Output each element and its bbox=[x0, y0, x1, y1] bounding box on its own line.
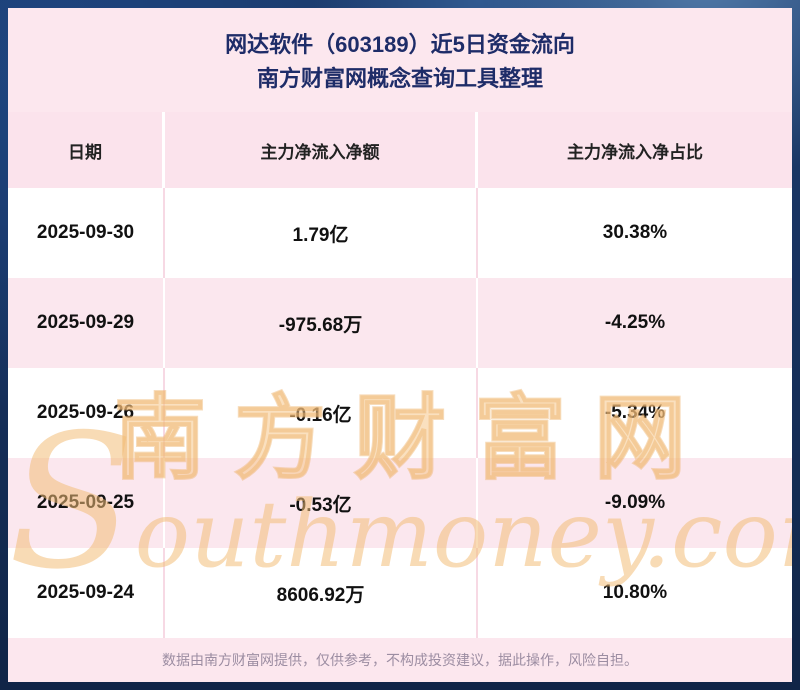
amount-cell: 8606.92万 bbox=[165, 548, 478, 638]
table-row: 2025-09-24 8606.92万 10.80% bbox=[8, 548, 792, 638]
column-header-net-inflow-ratio: 主力净流入净占比 bbox=[478, 112, 792, 188]
amount-cell: -0.16亿 bbox=[165, 368, 478, 458]
ratio-cell: -5.34% bbox=[478, 368, 792, 458]
amount-cell: 1.79亿 bbox=[165, 188, 478, 278]
title-block: 网达软件（603189）近5日资金流向 南方财富网概念查询工具整理 bbox=[8, 8, 792, 96]
date-cell: 2025-09-25 bbox=[8, 458, 165, 548]
table-row: 2025-09-25 -0.53亿 -9.09% bbox=[8, 458, 792, 548]
amount-cell: -0.53亿 bbox=[165, 458, 478, 548]
table-row: 2025-09-30 1.79亿 30.38% bbox=[8, 188, 792, 278]
date-cell: 2025-09-30 bbox=[8, 188, 165, 278]
table-header-row: 日期 主力净流入净额 主力净流入净占比 bbox=[8, 112, 792, 188]
fund-flow-table: 日期 主力净流入净额 主力净流入净占比 2025-09-30 1.79亿 30.… bbox=[8, 112, 792, 638]
ratio-cell: -9.09% bbox=[478, 458, 792, 548]
column-header-date: 日期 bbox=[8, 112, 165, 188]
date-cell: 2025-09-24 bbox=[8, 548, 165, 638]
page-subtitle: 南方财富网概念查询工具整理 bbox=[256, 66, 543, 91]
date-cell: 2025-09-29 bbox=[8, 278, 165, 368]
table-row: 2025-09-29 -975.68万 -4.25% bbox=[8, 278, 792, 368]
page-title: 网达软件（603189）近5日资金流向 bbox=[225, 32, 575, 57]
table-row: 2025-09-26 -0.16亿 -5.34% bbox=[8, 368, 792, 458]
disclaimer-text: 数据由南方财富网提供，仅供参考，不构成投资建议，据此操作，风险自担。 bbox=[162, 652, 638, 668]
ratio-cell: 30.38% bbox=[478, 188, 792, 278]
amount-cell: -975.68万 bbox=[165, 278, 478, 368]
ratio-cell: -4.25% bbox=[478, 278, 792, 368]
content-panel: 网达软件（603189）近5日资金流向 南方财富网概念查询工具整理 日期 主力净… bbox=[8, 8, 792, 682]
ratio-cell: 10.80% bbox=[478, 548, 792, 638]
date-cell: 2025-09-26 bbox=[8, 368, 165, 458]
column-header-net-inflow: 主力净流入净额 bbox=[165, 112, 478, 188]
